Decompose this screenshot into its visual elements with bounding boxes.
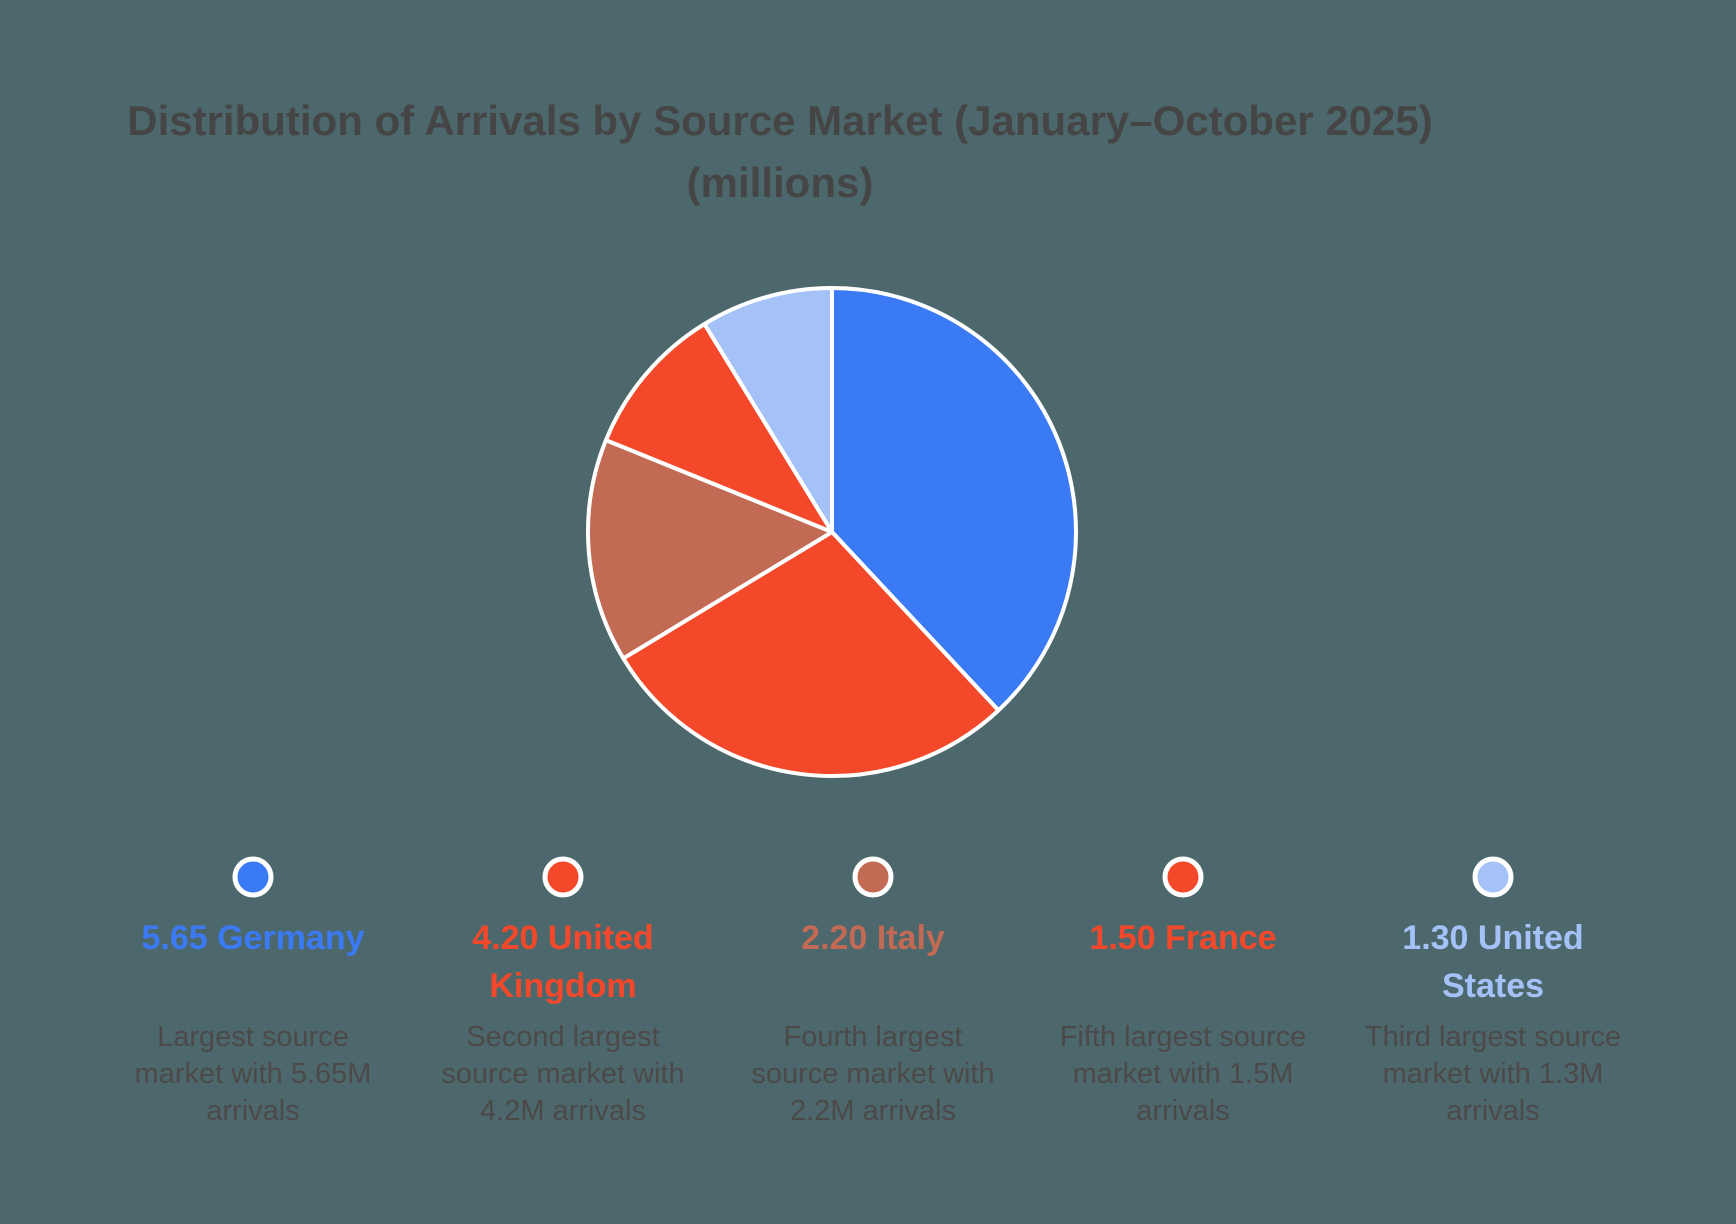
legend-label: 5.65 Germany: [141, 919, 365, 957]
legend-label: 2.20 Italy: [801, 919, 945, 957]
legend-dot-icon: [232, 856, 274, 898]
legend-dot-color: [232, 856, 274, 898]
pie-chart: [586, 286, 1078, 778]
legend-item-united-states: 1.30 United States Third largest source …: [1357, 0, 1629, 1224]
legend-dot-color: [1162, 856, 1204, 898]
legend-item-france: 1.50 France Fifth largest source market …: [1047, 0, 1319, 1224]
chart-title-line1: Distribution of Arrivals by Source Marke…: [127, 97, 1433, 144]
legend-dot-color: [542, 856, 584, 898]
legend-dot-color: [852, 856, 894, 898]
legend-label: 1.50 France: [1089, 919, 1277, 957]
legend-dot-icon: [1162, 856, 1204, 898]
legend-dot-color: [1472, 856, 1514, 898]
pie-slice-france: [603, 321, 834, 534]
legend-dot-icon: [1472, 856, 1514, 898]
legend-description: Fifth largest source market with 1.5M ar…: [1059, 1021, 1307, 1127]
legend-label: 4.20 United Kingdom: [472, 919, 654, 1005]
pie-slice-germany: [830, 286, 1078, 713]
legend-description: Second largest source market with 4.2M a…: [441, 1021, 685, 1127]
pie-slice-italy: [586, 438, 834, 661]
chart-title: Distribution of Arrivals by Source Marke…: [0, 90, 1560, 214]
legend-description: Third largest source market with 1.3M ar…: [1364, 1021, 1622, 1127]
legend-description: Fourth largest source market with 2.2M a…: [751, 1021, 995, 1127]
pie-slice-united-states: [702, 286, 834, 534]
legend-item-united-kingdom: 4.20 United Kingdom Second largest sourc…: [427, 0, 699, 1224]
legend-item-germany: 5.65 Germany Largest source market with …: [117, 0, 389, 1224]
legend-dot-icon: [542, 856, 584, 898]
legend-item-italy: 2.20 Italy Fourth largest source market …: [737, 0, 1009, 1224]
legend-description: Largest source market with 5.65M arrival…: [134, 1021, 372, 1127]
pie-slice-united-kingdom: [621, 530, 1001, 778]
chart-title-line2: (millions): [686, 159, 874, 206]
legend-dot-icon: [852, 856, 894, 898]
legend-label: 1.30 United States: [1402, 919, 1584, 1005]
